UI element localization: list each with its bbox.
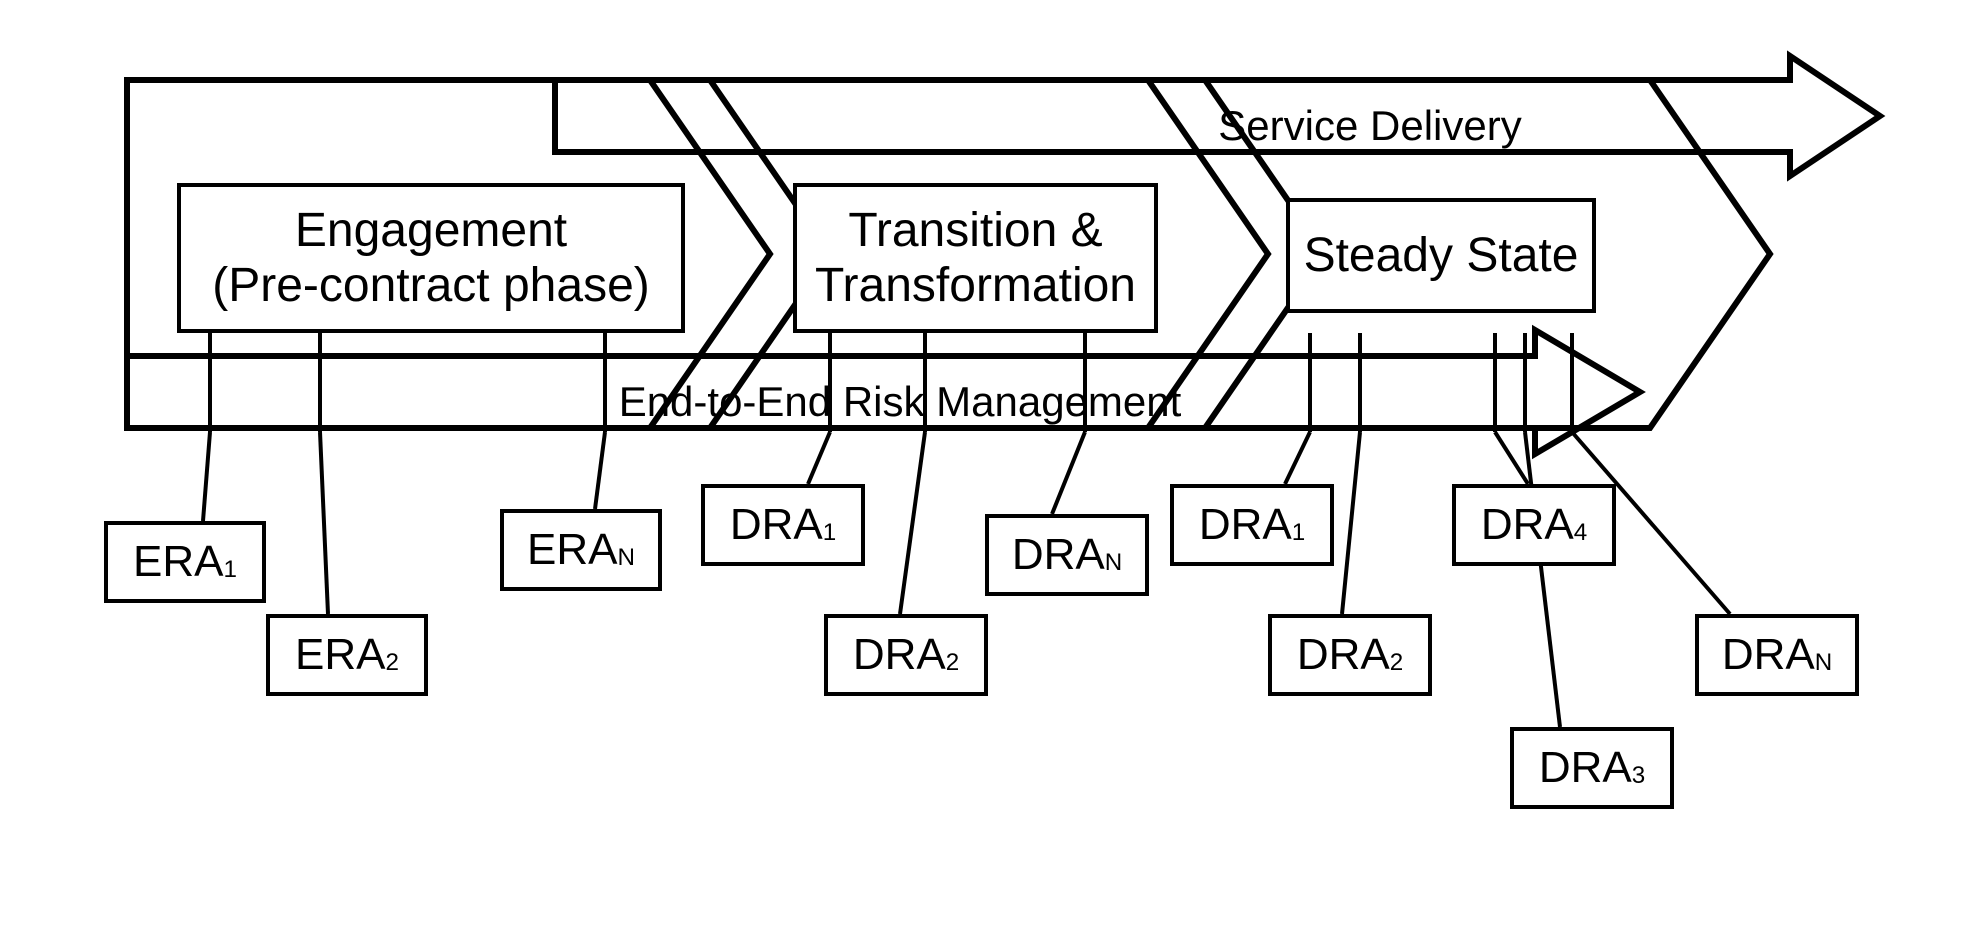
- ra-box-sdra2: DRA2: [1268, 614, 1432, 696]
- phase-steady: Steady State: [1286, 198, 1596, 313]
- ra-sub: 2: [946, 649, 959, 677]
- ra-box-tdraN: DRAN: [985, 514, 1149, 596]
- diagram-stage: Service Delivery End-to-End Risk Managem…: [0, 0, 1986, 940]
- service-delivery-label: Service Delivery: [1070, 102, 1670, 150]
- ra-sub: 3: [1632, 762, 1645, 790]
- ra-box-era2: ERA2: [266, 614, 428, 696]
- ra-prefix: ERA: [295, 630, 385, 680]
- ra-prefix: ERA: [527, 525, 617, 575]
- ra-prefix: DRA: [1481, 500, 1574, 550]
- ra-prefix: DRA: [1012, 530, 1105, 580]
- ra-box-sdraN: DRAN: [1695, 614, 1859, 696]
- ra-prefix: DRA: [730, 500, 823, 550]
- ra-sub: 2: [386, 649, 399, 677]
- ra-box-tdra2: DRA2: [824, 614, 988, 696]
- ra-sub: N: [1105, 549, 1122, 577]
- ra-box-sdra1: DRA1: [1170, 484, 1334, 566]
- ra-sub: 4: [1574, 519, 1587, 547]
- phase-transition: Transition &Transformation: [793, 183, 1158, 333]
- ra-box-sdra4: DRA4: [1452, 484, 1616, 566]
- ra-sub: 1: [823, 519, 836, 547]
- ra-box-tdra1: DRA1: [701, 484, 865, 566]
- ra-sub: 2: [1390, 649, 1403, 677]
- ra-sub: 1: [224, 556, 237, 584]
- ra-sub: 1: [1292, 519, 1305, 547]
- phase-engagement: Engagement(Pre-contract phase): [177, 183, 685, 333]
- ra-prefix: DRA: [1297, 630, 1390, 680]
- ra-prefix: DRA: [1722, 630, 1815, 680]
- vector-layer: [0, 0, 1986, 940]
- ra-box-eraN: ERAN: [500, 509, 662, 591]
- ra-sub: N: [1815, 649, 1832, 677]
- ra-prefix: ERA: [133, 537, 223, 587]
- ra-prefix: DRA: [1539, 743, 1632, 793]
- ra-prefix: DRA: [1199, 500, 1292, 550]
- ra-sub: N: [618, 544, 635, 572]
- ra-box-era1: ERA1: [104, 521, 266, 603]
- ra-box-sdra3: DRA3: [1510, 727, 1674, 809]
- risk-mgmt-label: End-to-End Risk Management: [500, 378, 1300, 426]
- ra-prefix: DRA: [853, 630, 946, 680]
